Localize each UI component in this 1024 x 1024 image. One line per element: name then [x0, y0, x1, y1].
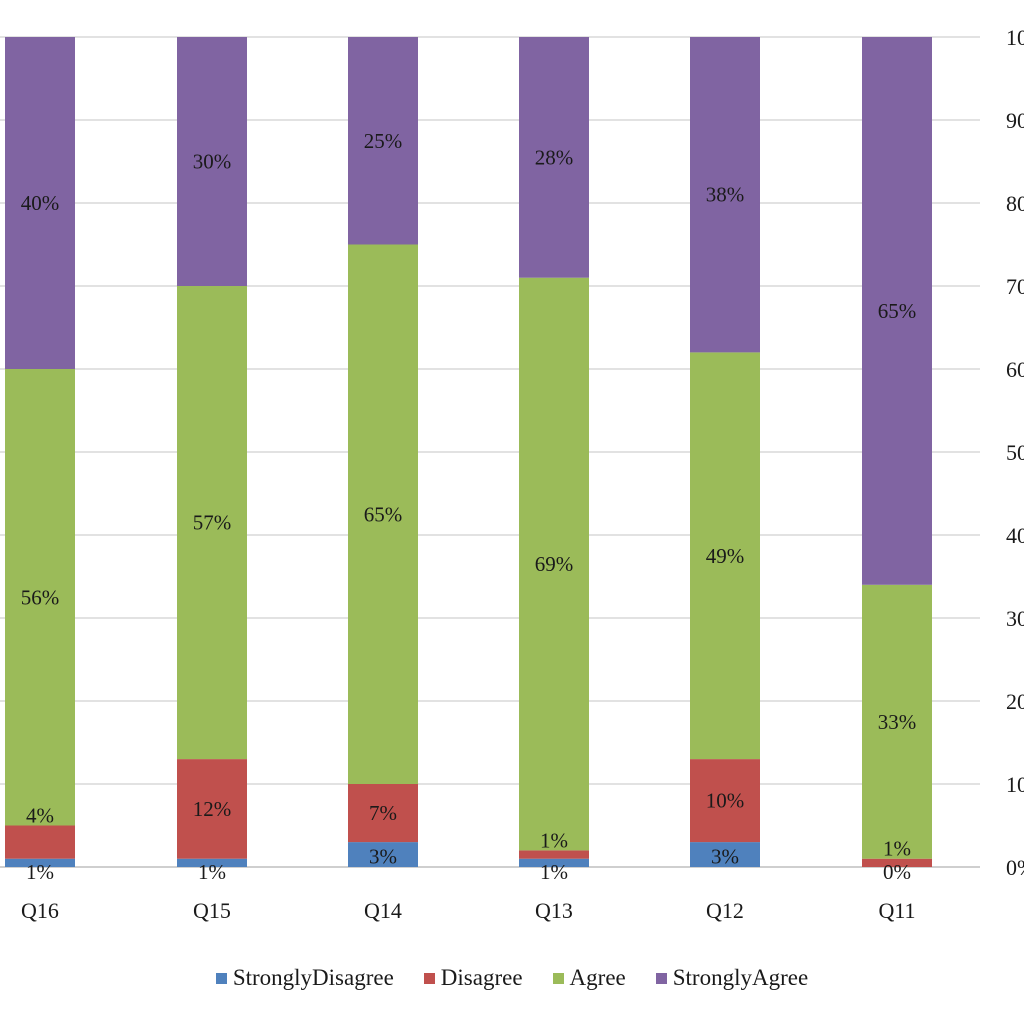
- y-tick-label: 80%: [1006, 191, 1024, 216]
- bar-segment: [177, 759, 247, 859]
- x-category-label: Q11: [878, 898, 915, 923]
- data-label: 10%: [706, 789, 745, 813]
- legend-swatch: [552, 972, 564, 984]
- bar-stacks: 1% 4% 56% 40% 1% 12% 57% 30% 3% 7% 65% 25% 1% 1% 69% 28…: [5, 37, 932, 884]
- gridlines: [0, 36, 980, 868]
- legend-label: StronglyDisagree: [232, 965, 394, 990]
- data-label: 1%: [540, 860, 568, 884]
- x-category-label: Q14: [364, 898, 402, 923]
- bar-segment: [5, 825, 75, 859]
- data-label: 30%: [193, 150, 232, 174]
- legend-label: Agree: [569, 965, 626, 990]
- x-category-label: Q12: [706, 898, 744, 923]
- legend-item: StronglyAgree: [655, 965, 809, 991]
- bar-segment: [862, 858, 932, 867]
- x-category-label: Q16: [21, 898, 59, 923]
- bar-segment: [690, 37, 760, 353]
- data-label: 65%: [364, 502, 403, 526]
- data-label: 28%: [535, 145, 574, 169]
- bar-segment: [348, 244, 418, 784]
- legend-swatch: [423, 972, 435, 984]
- data-label: 4%: [26, 804, 54, 828]
- y-tick-label: 90%: [1006, 108, 1024, 133]
- y-tick-label: 0%: [1006, 855, 1024, 880]
- data-label: 1%: [540, 828, 568, 852]
- y-tick-label: 10%: [1006, 772, 1024, 797]
- data-label: 1%: [26, 860, 54, 884]
- bar-segment: [177, 37, 247, 286]
- bar-segment: [519, 850, 589, 859]
- x-category-label: Q15: [193, 898, 231, 923]
- y-tick-label: 60%: [1006, 357, 1024, 382]
- data-label: 7%: [369, 801, 397, 825]
- x-category-label: Q13: [535, 898, 573, 923]
- data-label: 69%: [535, 552, 574, 576]
- bar-segment: [690, 352, 760, 760]
- legend-item: StronglyDisagree: [215, 965, 394, 991]
- legend: StronglyDisagree Disagree Agree StronglyAgr…: [0, 960, 1024, 996]
- legend-label: StronglyAgree: [672, 965, 809, 990]
- data-label: 57%: [193, 511, 232, 535]
- y-tick-label: 40%: [1006, 523, 1024, 548]
- bar-segment: [5, 37, 75, 369]
- y-tick-label: 100%: [1006, 25, 1024, 50]
- data-label: 1%: [198, 860, 226, 884]
- data-label: 56%: [21, 585, 60, 609]
- data-label: 3%: [711, 845, 739, 869]
- data-label: 38%: [706, 183, 745, 207]
- x-axis-categories: Q16 Q15 Q14 Q13 Q12 Q11: [21, 898, 915, 923]
- data-label: 25%: [364, 129, 403, 153]
- data-label: 65%: [878, 299, 917, 323]
- data-label: 0%: [883, 860, 911, 884]
- bar-segment: [177, 286, 247, 760]
- data-label: 40%: [21, 191, 60, 215]
- bar-segment: [348, 784, 418, 843]
- legend-swatch: [655, 972, 667, 984]
- bar-segment: [348, 842, 418, 867]
- y-axis-ticks: 0% 10% 20% 30% 40% 50% 60% 70% 80% 90% 100%: [1006, 25, 1024, 880]
- y-tick-label: 30%: [1006, 606, 1024, 631]
- y-tick-label: 20%: [1006, 689, 1024, 714]
- bar-segment: [5, 858, 75, 867]
- bar-segment: [690, 759, 760, 843]
- data-label: 49%: [706, 544, 745, 568]
- legend-swatch: [215, 972, 227, 984]
- data-label: 33%: [878, 710, 917, 734]
- legend-item: Disagree: [423, 965, 523, 991]
- legend-item: Agree: [552, 965, 626, 991]
- data-label: 3%: [369, 845, 397, 869]
- data-label: 1%: [883, 837, 911, 861]
- stacked-bar-chart: 1% 4% 56% 40% 1% 12% 57% 30% 3% 7% 65% 25% 1% 1% 69% 28…: [0, 25, 1024, 923]
- y-tick-label: 50%: [1006, 440, 1024, 465]
- bar-segment: [519, 277, 589, 851]
- bar-segment: [348, 37, 418, 245]
- bar-segment: [519, 858, 589, 867]
- bar-segment: [862, 584, 932, 859]
- y-tick-label: 70%: [1006, 274, 1024, 299]
- bar-segment: [690, 842, 760, 867]
- bar-segment: [862, 37, 932, 585]
- bar-segment: [5, 369, 75, 826]
- bar-segment: [519, 37, 589, 278]
- data-label: 12%: [193, 797, 232, 821]
- legend-label: Disagree: [440, 965, 523, 990]
- bar-segment: [177, 858, 247, 867]
